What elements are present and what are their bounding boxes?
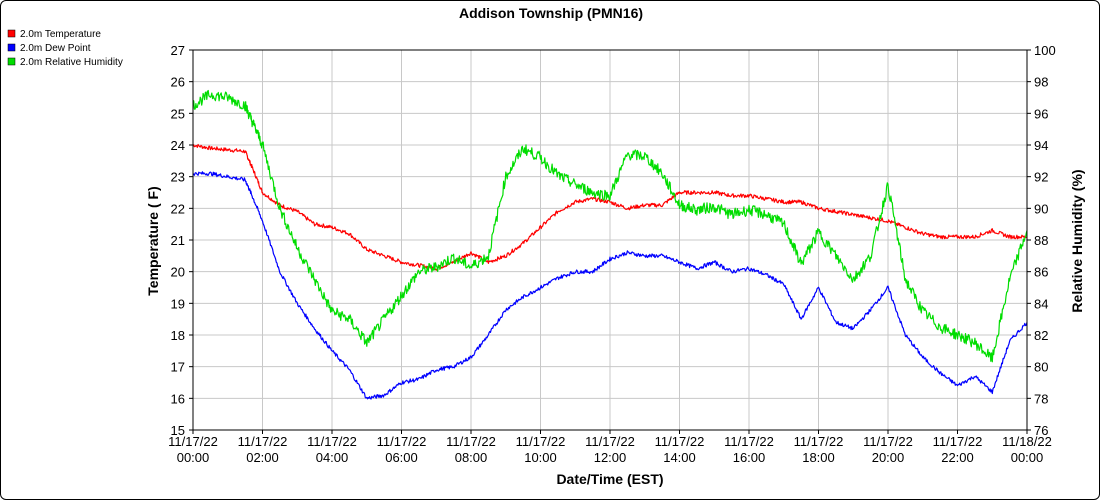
x-tick-date: 11/17/22 [168,434,218,449]
y-tick-label: 15 [171,423,185,438]
legend-label: 2.0m Dew Point [20,43,91,54]
y2-tick-label: 86 [1034,265,1048,280]
legend-label: 2.0m Relative Humidity [20,57,123,68]
y-tick-label: 16 [171,391,185,406]
x-tick-date: 11/17/22 [863,434,913,449]
y-tick-label: 18 [171,328,185,343]
chart-title: Addison Township (PMN16) [459,5,643,21]
x-tick-date: 11/17/22 [794,434,844,449]
x-tick-date: 11/17/22 [307,434,357,449]
x-tick-time: 12:00 [594,450,627,465]
legend-swatch [7,57,16,66]
x-tick-date: 11/18/22 [1002,434,1052,449]
legend-label: 2.0m Temperature [20,29,101,40]
series-line-2 [192,171,1028,400]
legend-swatch [7,29,16,38]
x-tick-date: 11/17/22 [933,434,983,449]
y2-tick-label: 100 [1034,43,1056,58]
x-tick-time: 18:00 [802,450,835,465]
x-tick-time: 00:00 [177,450,210,465]
x-tick-date: 11/17/22 [655,434,705,449]
y2-tick-label: 82 [1034,328,1048,343]
x-tick-date: 11/17/22 [377,434,427,449]
x-tick-time: 04:00 [316,450,349,465]
x-tick-time: 08:00 [455,450,488,465]
x-tick-time: 20:00 [872,450,905,465]
x-tick-time: 10:00 [524,450,557,465]
y2-tick-label: 90 [1034,201,1048,216]
y-tick-label: 17 [171,360,185,375]
y2-tick-label: 80 [1034,360,1048,375]
x-axis: 11/17/2200:0011/17/2202:0011/17/2204:001… [168,430,1052,465]
x-tick-time: 02:00 [246,450,279,465]
x-tick-time: 14:00 [663,450,696,465]
y2-tick-label: 96 [1034,106,1048,121]
y-tick-label: 26 [171,75,185,90]
y-tick-label: 23 [171,170,185,185]
legend-swatch [7,43,16,52]
y2-tick-label: 92 [1034,170,1048,185]
series-line-3 [192,89,1028,363]
y2-tick-label: 88 [1034,233,1048,248]
y2-tick-label: 84 [1034,296,1048,311]
x-tick-date: 11/17/22 [585,434,635,449]
legend: 2.0m Temperature 2.0m Dew Point 2.0m Relat… [7,29,123,68]
y-tick-label: 20 [171,265,185,280]
x-tick-date: 11/17/22 [238,434,288,449]
y2-tick-label: 76 [1034,423,1048,438]
y-tick-label: 24 [171,138,185,153]
y-axis-right: 76 78 80 82 84 86 88 90 92 94 96 98 100 [1027,43,1056,438]
x-tick-date: 11/17/22 [446,434,496,449]
x-tick-time: 16:00 [733,450,766,465]
y2-axis-label: Relative Humidity (%) [1069,169,1085,312]
y-axis-label: Temperature ( F) [145,186,161,295]
grid [192,49,1028,431]
y-tick-label: 19 [171,296,185,311]
y-tick-label: 22 [171,201,185,216]
x-tick-date: 11/17/22 [724,434,774,449]
x-tick-date: 11/17/22 [516,434,566,449]
y-tick-label: 25 [171,106,185,121]
y2-tick-label: 94 [1034,138,1048,153]
y-axis-left: 15 16 17 18 19 20 21 22 23 24 25 26 27 [171,43,193,438]
x-tick-time: 22:00 [941,450,974,465]
x-tick-time: 00:00 [1011,450,1044,465]
series-group [192,89,1028,400]
y2-tick-label: 98 [1034,75,1048,90]
series-line-1 [192,143,1028,271]
y-tick-label: 27 [171,43,185,58]
y2-tick-label: 78 [1034,391,1048,406]
x-tick-time: 06:00 [385,450,418,465]
x-axis-label: Date/Time (EST) [556,471,663,487]
y-tick-label: 21 [171,233,185,248]
